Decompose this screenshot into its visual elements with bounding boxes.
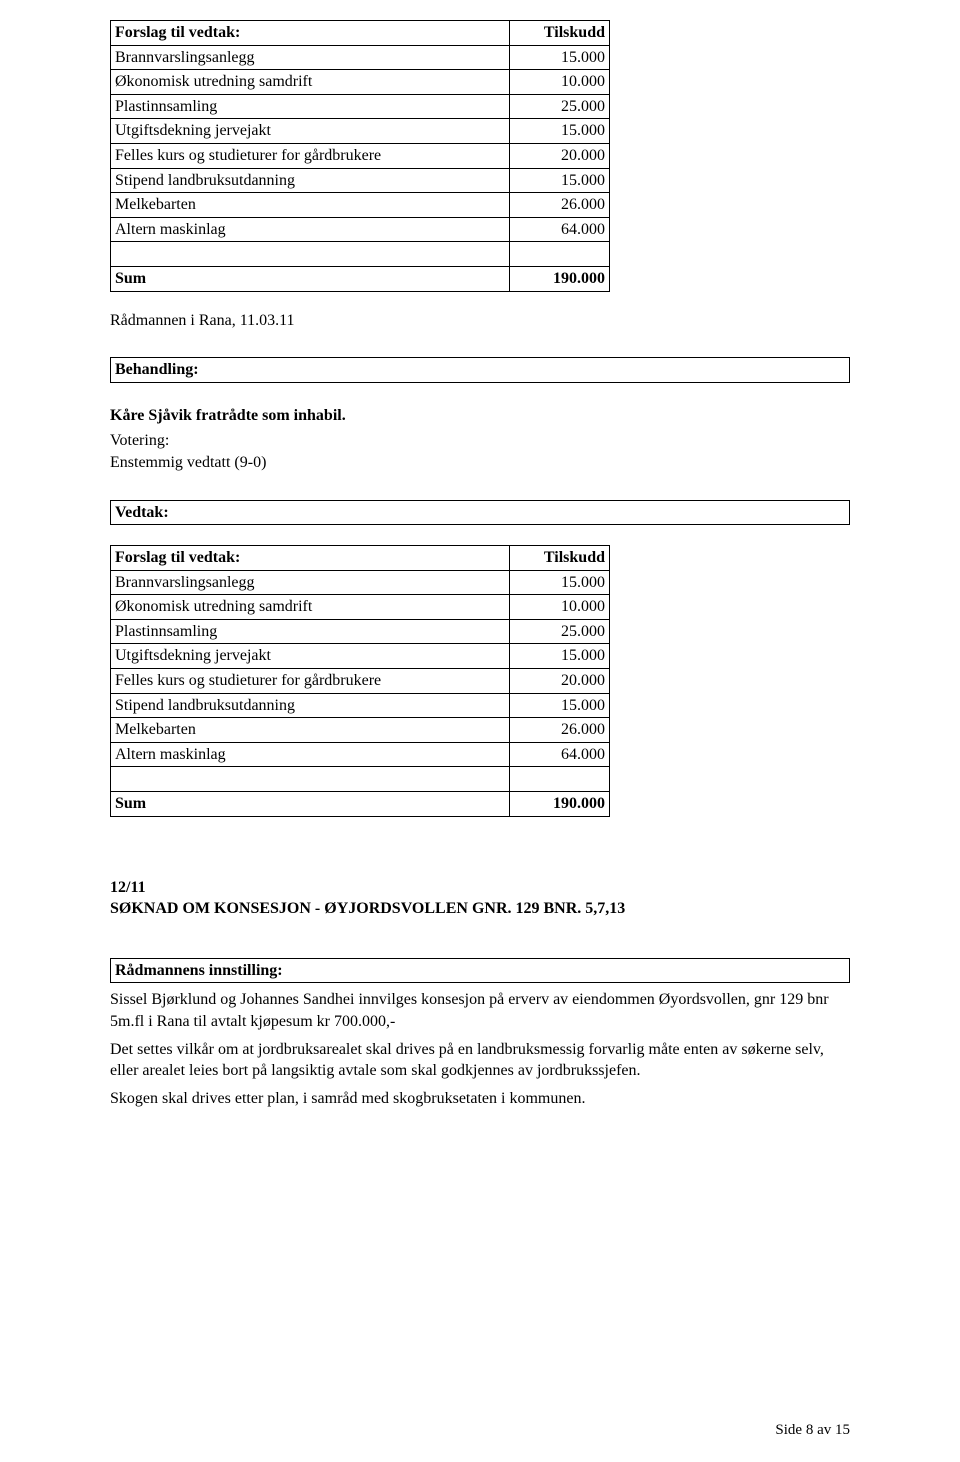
- table-row: Brannvarslingsanlegg15.000: [111, 570, 610, 595]
- table-row-sum: Sum190.000: [111, 792, 610, 817]
- table-row: Melkebarten26.000: [111, 193, 610, 218]
- cell-amount: 15.000: [510, 119, 610, 144]
- sum-label: Sum: [111, 792, 510, 817]
- cell-label: Utgiftsdekning jervejakt: [111, 644, 510, 669]
- cell-label: Melkebarten: [111, 193, 510, 218]
- sum-amount: 190.000: [510, 266, 610, 291]
- cell-label: Økonomisk utredning samdrift: [111, 595, 510, 620]
- table-row: Økonomisk utredning samdrift10.000: [111, 595, 610, 620]
- innstilling-para-2: Det settes vilkår om at jordbruksarealet…: [110, 1039, 850, 1082]
- innstilling-label: Rådmannens innstilling:: [110, 958, 850, 984]
- table-row-blank: [111, 767, 610, 792]
- radmannen-line: Rådmannen i Rana, 11.03.11: [110, 310, 850, 332]
- table-row: Plastinnsamling25.000: [111, 94, 610, 119]
- votering-label: Votering:: [110, 432, 169, 449]
- votering-result: Enstemmig vedtatt (9-0): [110, 454, 266, 471]
- table1-header-right: Tilskudd: [510, 21, 610, 46]
- cell-amount: 20.000: [510, 669, 610, 694]
- cell-label: Altern maskinlag: [111, 217, 510, 242]
- cell-label: Stipend landbruksutdanning: [111, 168, 510, 193]
- innstilling-para-3: Skogen skal drives etter plan, i samråd …: [110, 1088, 850, 1110]
- table-row: Altern maskinlag64.000: [111, 742, 610, 767]
- cell-label: Plastinnsamling: [111, 94, 510, 119]
- vedtak-label: Vedtak:: [110, 500, 850, 526]
- cell-amount: 15.000: [510, 570, 610, 595]
- cell-label: Melkebarten: [111, 718, 510, 743]
- table-row-blank: [111, 242, 610, 267]
- budget-table-2: Forslag til vedtak: Tilskudd Brannvarsli…: [110, 545, 610, 817]
- table-row: Stipend landbruksutdanning15.000: [111, 693, 610, 718]
- cell-label: Brannvarslingsanlegg: [111, 45, 510, 70]
- case-number: 12/11: [110, 879, 146, 896]
- cell-amount: 64.000: [510, 742, 610, 767]
- table-row: Økonomisk utredning samdrift10.000: [111, 70, 610, 95]
- table-row: Altern maskinlag64.000: [111, 217, 610, 242]
- table2-header-right: Tilskudd: [510, 546, 610, 571]
- cell-label: Felles kurs og studieturer for gårdbruke…: [111, 669, 510, 694]
- cell-label: Felles kurs og studieturer for gårdbruke…: [111, 143, 510, 168]
- cell-amount: 15.000: [510, 45, 610, 70]
- table-row: Brannvarslingsanlegg15.000: [111, 45, 610, 70]
- cell-amount: 15.000: [510, 168, 610, 193]
- inhabil-line: Kåre Sjåvik fratrådte som inhabil.: [110, 405, 850, 427]
- table-row: Stipend landbruksutdanning15.000: [111, 168, 610, 193]
- table-row: Felles kurs og studieturer for gårdbruke…: [111, 669, 610, 694]
- table1-header-left: Forslag til vedtak:: [111, 21, 510, 46]
- sum-label: Sum: [111, 266, 510, 291]
- cell-amount: 26.000: [510, 718, 610, 743]
- table-row-sum: Sum190.000: [111, 266, 610, 291]
- case-title: SØKNAD OM KONSESJON - ØYJORDSVOLLEN GNR.…: [110, 900, 625, 917]
- cell-label: Brannvarslingsanlegg: [111, 570, 510, 595]
- table-row: Plastinnsamling25.000: [111, 619, 610, 644]
- table-row: Felles kurs og studieturer for gårdbruke…: [111, 143, 610, 168]
- cell-amount: 10.000: [510, 70, 610, 95]
- innstilling-para-1: Sissel Bjørklund og Johannes Sandhei inn…: [110, 989, 850, 1032]
- cell-amount: 15.000: [510, 693, 610, 718]
- table-row: Utgiftsdekning jervejakt15.000: [111, 119, 610, 144]
- cell-label: Plastinnsamling: [111, 619, 510, 644]
- cell-amount: 15.000: [510, 644, 610, 669]
- cell-label: Utgiftsdekning jervejakt: [111, 119, 510, 144]
- cell-amount: 20.000: [510, 143, 610, 168]
- behandling-label: Behandling:: [110, 357, 850, 383]
- cell-label: Økonomisk utredning samdrift: [111, 70, 510, 95]
- cell-amount: 25.000: [510, 619, 610, 644]
- table-row: Forslag til vedtak: Tilskudd: [111, 546, 610, 571]
- page: Forslag til vedtak: Tilskudd Brannvarsli…: [0, 0, 960, 1462]
- table-row: Forslag til vedtak: Tilskudd: [111, 21, 610, 46]
- cell-amount: 10.000: [510, 595, 610, 620]
- table-row: Melkebarten26.000: [111, 718, 610, 743]
- table2-header-left: Forslag til vedtak:: [111, 546, 510, 571]
- cell-label: Altern maskinlag: [111, 742, 510, 767]
- cell-label: Stipend landbruksutdanning: [111, 693, 510, 718]
- table-row: Utgiftsdekning jervejakt15.000: [111, 644, 610, 669]
- sum-amount: 190.000: [510, 792, 610, 817]
- cell-amount: 25.000: [510, 94, 610, 119]
- budget-table-1: Forslag til vedtak: Tilskudd Brannvarsli…: [110, 20, 610, 292]
- cell-amount: 26.000: [510, 193, 610, 218]
- cell-amount: 64.000: [510, 217, 610, 242]
- page-footer: Side 8 av 15: [775, 1420, 850, 1440]
